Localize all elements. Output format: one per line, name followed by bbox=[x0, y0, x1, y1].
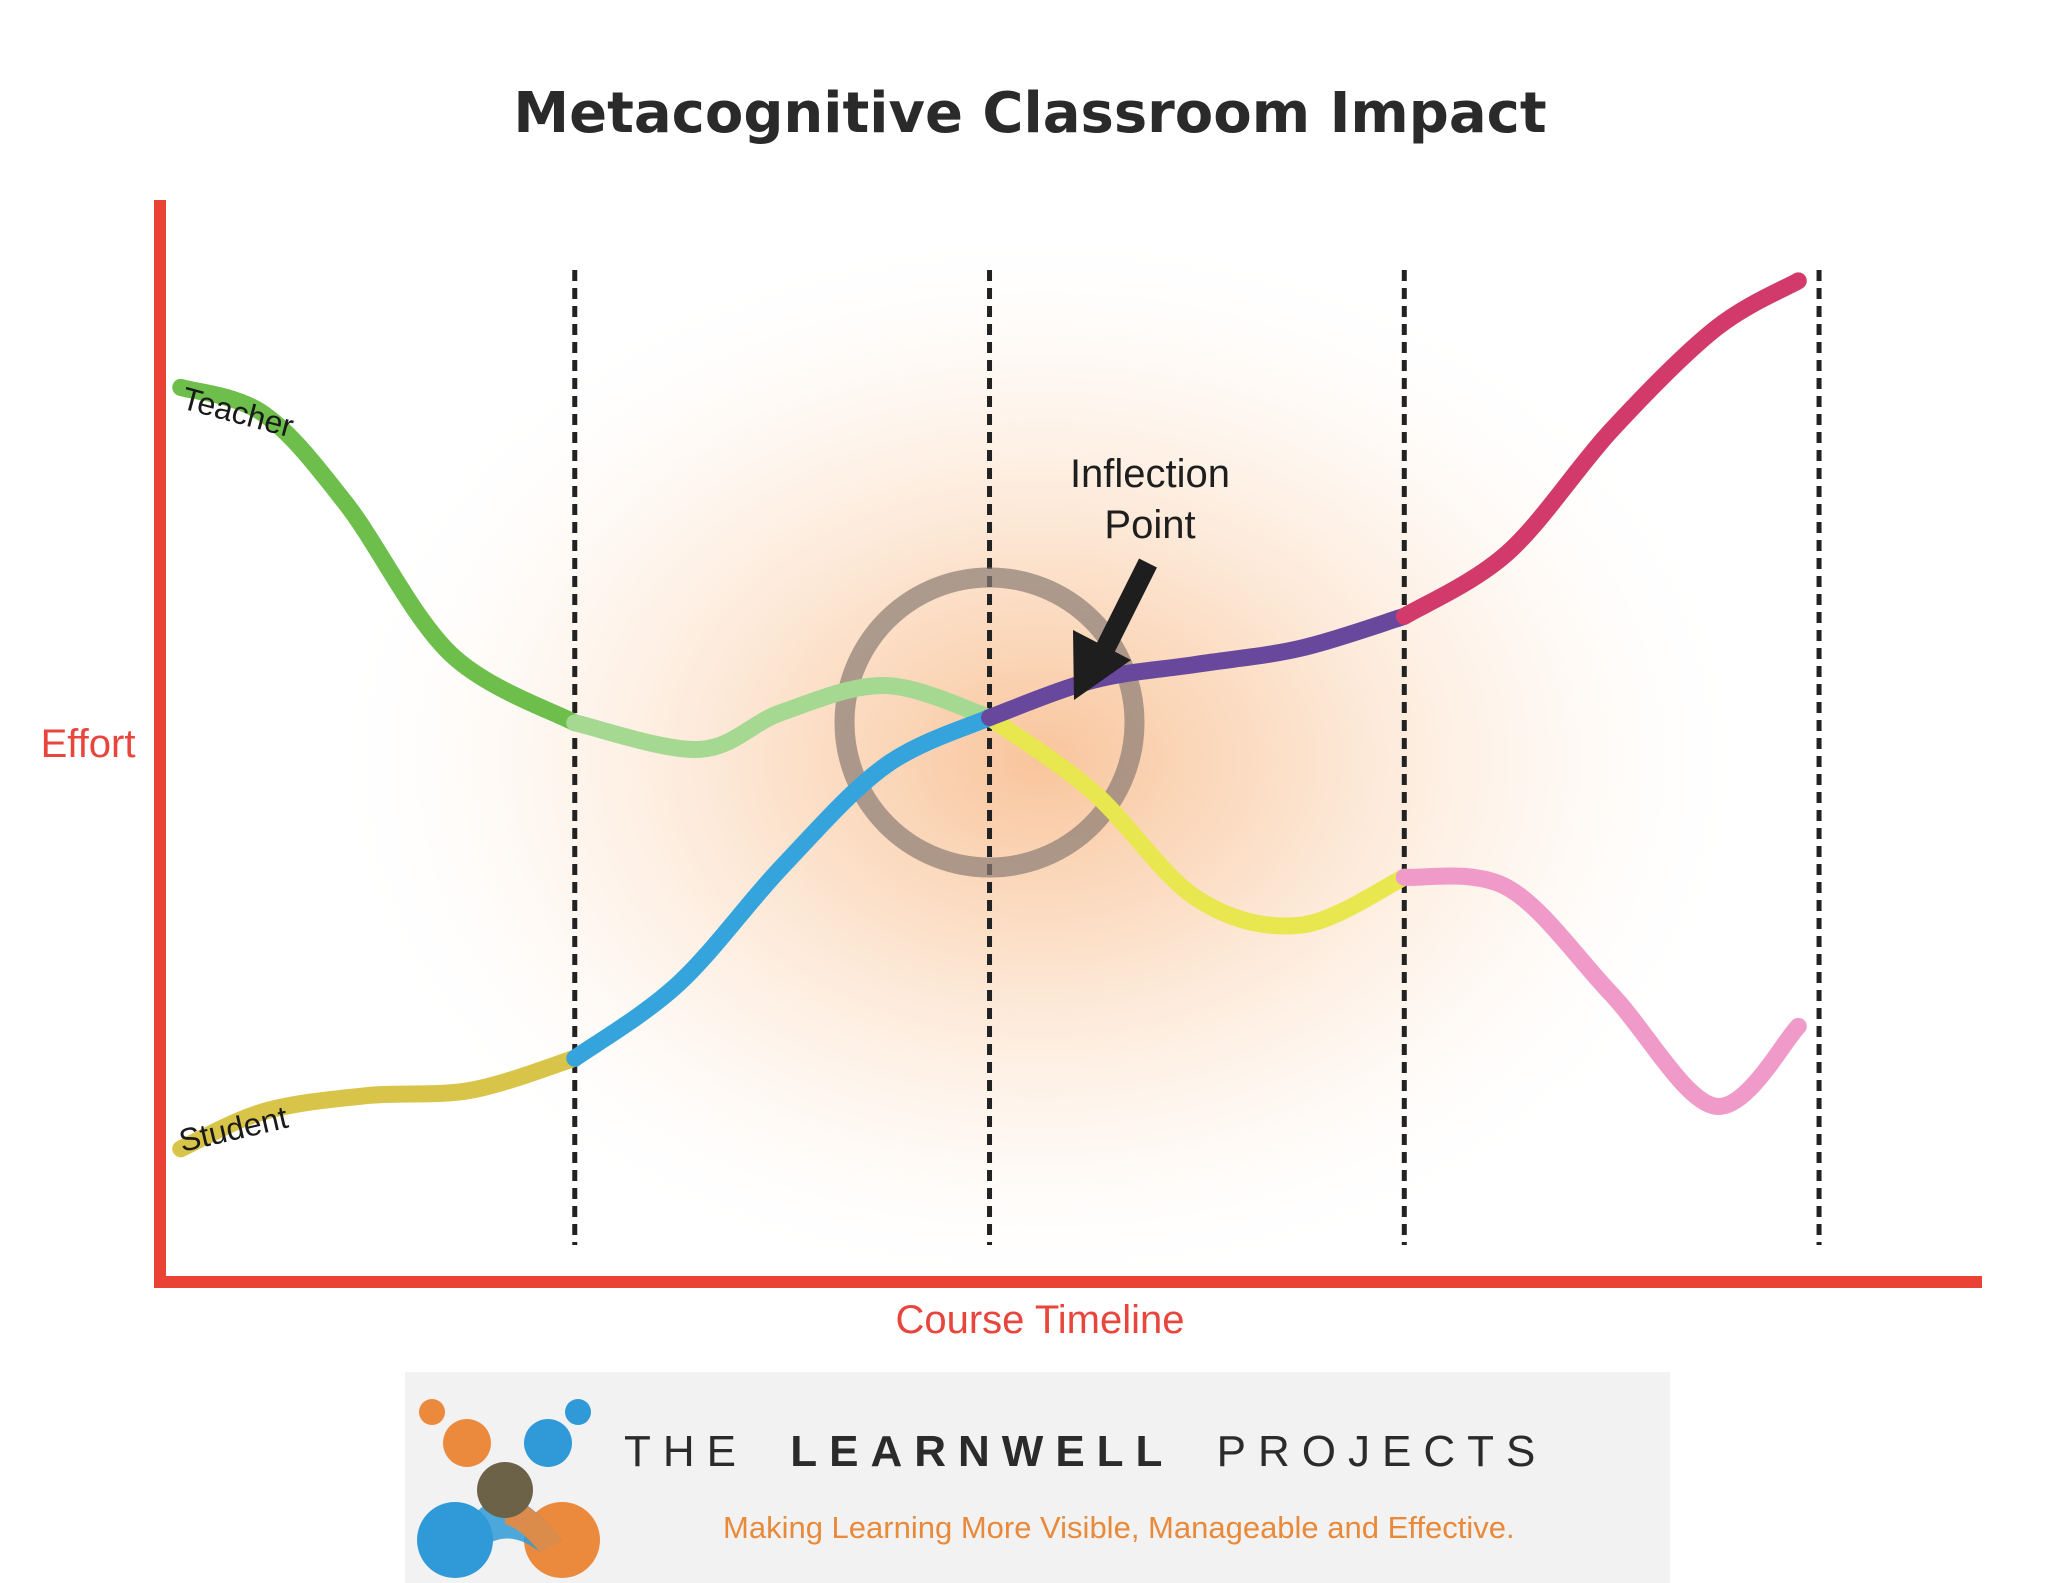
series-student-segment-4 bbox=[1395, 272, 1807, 625]
y-axis-label: Effort bbox=[41, 722, 136, 766]
series-student-segment-3 bbox=[981, 607, 1413, 726]
series-layer bbox=[172, 272, 1807, 1158]
logo-suffix: PROJECTS bbox=[1217, 1427, 1548, 1476]
logo-name: LEARNWELL bbox=[790, 1427, 1174, 1476]
series-teacher-segment-4 bbox=[1395, 867, 1807, 1115]
chart-title: Metacognitive Classroom Impact bbox=[513, 81, 1546, 146]
series-label-student: Student bbox=[175, 1099, 291, 1159]
series-student-segment-2 bbox=[566, 709, 999, 1067]
logo-banner bbox=[405, 1372, 1670, 1583]
series-teacher-segment-3 bbox=[981, 709, 1413, 935]
series-teacher bbox=[172, 378, 1807, 1115]
annotation-line-2: Point bbox=[1104, 503, 1195, 547]
series-teacher-segment-1 bbox=[172, 378, 584, 732]
inflection-ring bbox=[834, 567, 1145, 878]
series-teacher-segment-2 bbox=[566, 677, 999, 758]
annotation-arrow-icon bbox=[1073, 558, 1157, 700]
logo-prefix: THE bbox=[624, 1427, 748, 1476]
logo-wordmark: THE LEARNWELL PROJECTS bbox=[624, 1427, 1547, 1476]
logo-tagline: Making Learning More Visible, Manageable… bbox=[723, 1510, 1515, 1545]
series-student bbox=[172, 272, 1807, 1158]
series-student-segment-1 bbox=[172, 1049, 584, 1158]
phase-dividers bbox=[572, 270, 1822, 1245]
series-label-teacher: Teacher bbox=[178, 380, 298, 444]
learnwell-logo-icon bbox=[417, 1399, 600, 1578]
x-axis-label: Course Timeline bbox=[895, 1298, 1184, 1342]
annotation-line-1: Inflection bbox=[1070, 452, 1230, 496]
